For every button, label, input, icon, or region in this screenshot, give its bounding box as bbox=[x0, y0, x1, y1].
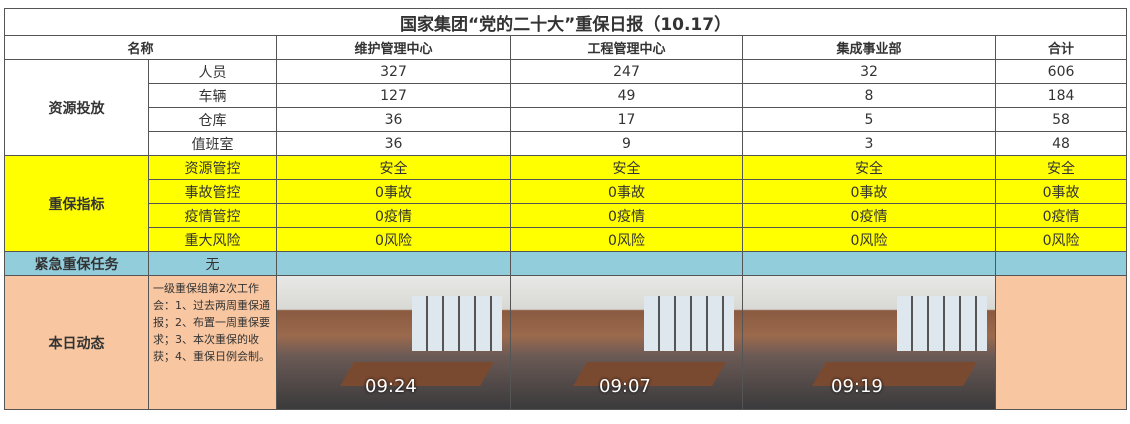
cell-value: 247 bbox=[510, 59, 743, 84]
header-integration: 集成事业部 bbox=[742, 35, 996, 60]
table-row: 仓库 36 17 5 58 bbox=[5, 107, 1128, 132]
meeting-photo: 09:07 bbox=[510, 275, 743, 410]
meeting-photo: 09:24 bbox=[276, 275, 511, 410]
cell-value: 184 bbox=[994, 83, 1128, 108]
cell-value: 安全 bbox=[276, 155, 511, 180]
header-maintenance: 维护管理中心 bbox=[276, 35, 511, 60]
table-row: 重大风险 0风险 0风险 0风险 0风险 bbox=[5, 227, 1128, 252]
cell-value: 0风险 bbox=[994, 227, 1128, 252]
cell-value: 36 bbox=[276, 107, 511, 132]
photo-timestamp: 09:07 bbox=[599, 376, 651, 397]
urgent-value: 无 bbox=[148, 251, 277, 276]
cell-value: 3 bbox=[742, 131, 996, 156]
cell-value: 安全 bbox=[510, 155, 743, 180]
meeting-photo: 09:19 bbox=[742, 275, 996, 410]
row-label: 人员 bbox=[148, 59, 277, 84]
cell-value: 48 bbox=[994, 131, 1128, 156]
cell-value: 5 bbox=[742, 107, 996, 132]
row-label: 资源管控 bbox=[148, 155, 277, 180]
table-row: 值班室 36 9 3 48 bbox=[5, 131, 1128, 156]
row-label: 重大风险 bbox=[148, 227, 277, 252]
section-label: 重保指标 bbox=[4, 155, 149, 252]
cell-value: 0风险 bbox=[510, 227, 743, 252]
cell-value: 9 bbox=[510, 131, 743, 156]
cell-value: 58 bbox=[994, 107, 1128, 132]
row-label: 仓库 bbox=[148, 107, 277, 132]
header-name: 名称 bbox=[4, 35, 277, 60]
cell-value: 0疫情 bbox=[994, 203, 1128, 228]
urgent-label: 紧急重保任务 bbox=[4, 251, 149, 276]
photo-timestamp: 09:24 bbox=[365, 376, 417, 397]
photo-timestamp: 09:19 bbox=[831, 376, 883, 397]
cell-value: 49 bbox=[510, 83, 743, 108]
cell-value: 0风险 bbox=[742, 227, 996, 252]
table-row: 重保指标 资源管控 安全 安全 安全 安全 bbox=[4, 155, 1128, 252]
cell-value: 127 bbox=[276, 83, 511, 108]
report-table: 国家集团“党的二十大”重保日报（10.17） 名称 维护管理中心 工程管理中心 … bbox=[3, 8, 1128, 410]
row-label: 事故管控 bbox=[148, 179, 277, 204]
cell-value: 0疫情 bbox=[276, 203, 511, 228]
cell-value: 327 bbox=[276, 59, 511, 84]
cell-value: 8 bbox=[742, 83, 996, 108]
table-row: 资源投放 人员 327 247 32 606 bbox=[4, 59, 1128, 156]
cell-value: 0事故 bbox=[742, 179, 996, 204]
cell-value: 0事故 bbox=[994, 179, 1128, 204]
row-label: 车辆 bbox=[148, 83, 277, 108]
cell-value: 36 bbox=[276, 131, 511, 156]
cell-value: 0疫情 bbox=[510, 203, 743, 228]
row-label: 疫情管控 bbox=[148, 203, 277, 228]
cell-value: 0风险 bbox=[276, 227, 511, 252]
cell-value: 17 bbox=[510, 107, 743, 132]
cell-value: 0事故 bbox=[276, 179, 511, 204]
header-total: 合计 bbox=[994, 35, 1128, 60]
cell-value: 606 bbox=[994, 59, 1128, 84]
section-label: 资源投放 bbox=[4, 59, 149, 156]
header-engineering: 工程管理中心 bbox=[510, 35, 743, 60]
daily-label: 本日动态 bbox=[4, 275, 149, 410]
table-row: 疫情管控 0疫情 0疫情 0疫情 0疫情 bbox=[5, 203, 1128, 228]
cell-value: 32 bbox=[742, 59, 996, 84]
report-title: 国家集团“党的二十大”重保日报（10.17） bbox=[3, 8, 1128, 36]
table-row: 车辆 127 49 8 184 bbox=[5, 83, 1128, 108]
cell-value: 安全 bbox=[994, 155, 1128, 180]
daily-text: 一级重保组第2次工作会：1、过去两周重保通报；2、布置一周重保要求；3、本次重保… bbox=[148, 275, 277, 410]
cell-value: 0事故 bbox=[510, 179, 743, 204]
row-label: 值班室 bbox=[148, 131, 277, 156]
table-row: 事故管控 0事故 0事故 0事故 0事故 bbox=[5, 179, 1128, 204]
cell-value: 0疫情 bbox=[742, 203, 996, 228]
cell-value: 安全 bbox=[742, 155, 996, 180]
